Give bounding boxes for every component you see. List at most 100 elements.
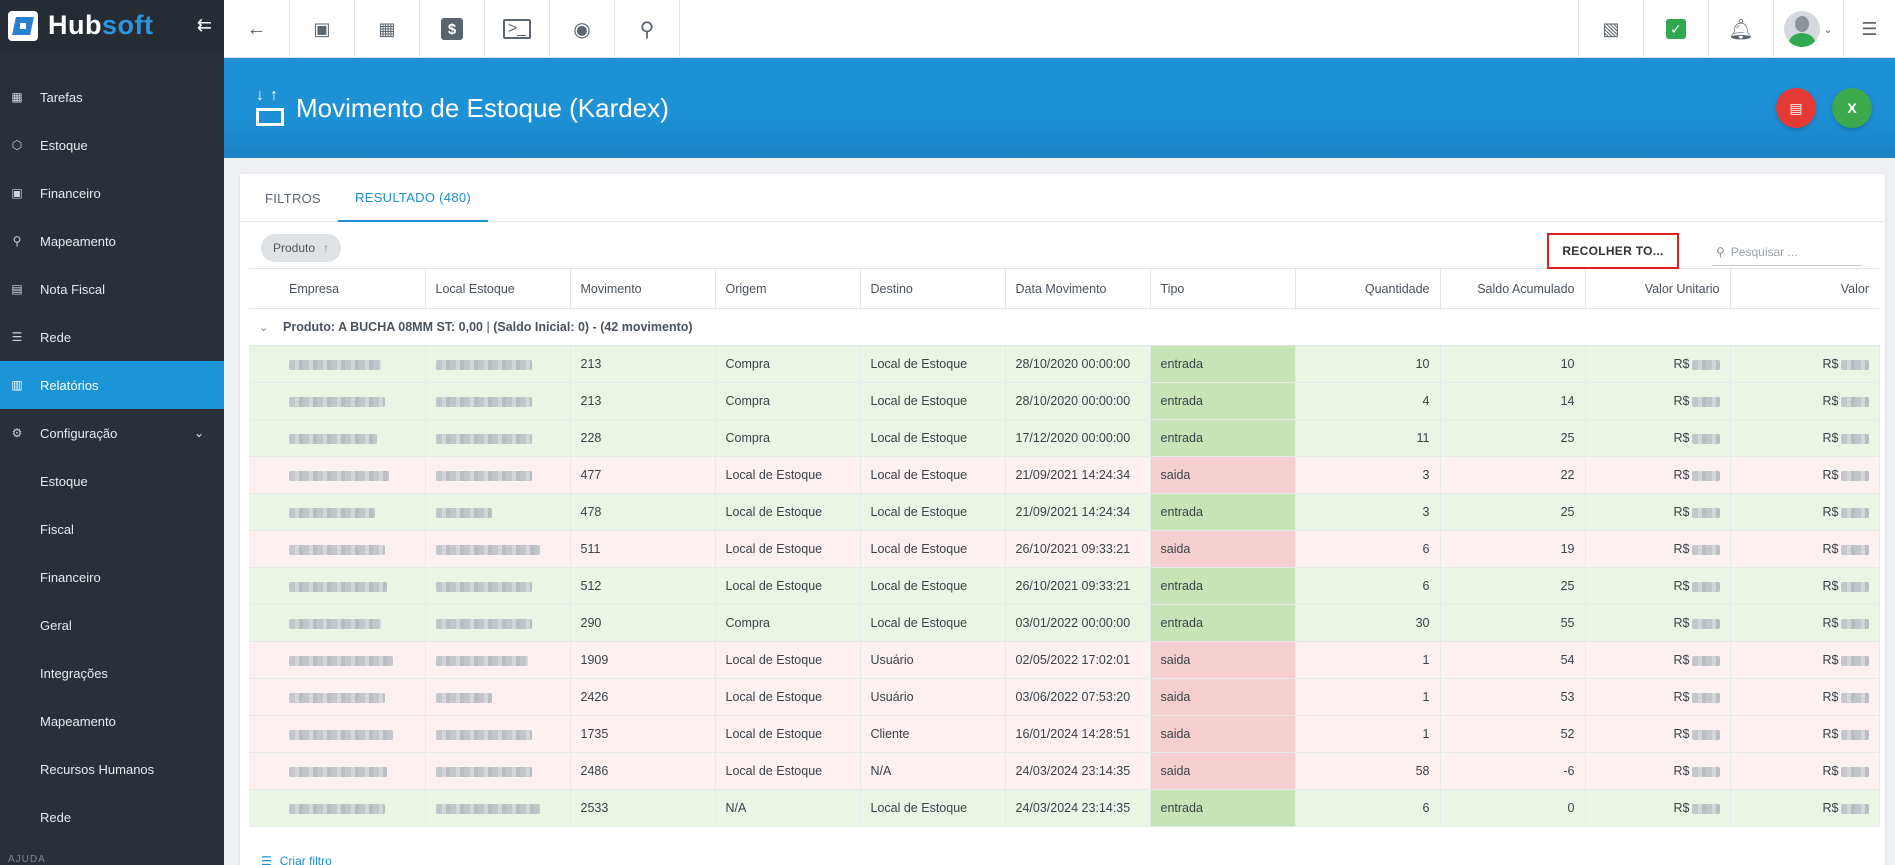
table-row[interactable]: 2426 Local de Estoque Usuário 03/06/2022 07…	[249, 678, 1880, 716]
col-valor-unitario[interactable]: Valor Unitario	[1585, 268, 1731, 309]
main-menu-button[interactable]: ☰	[1843, 0, 1895, 58]
col-origem[interactable]: Origem	[715, 268, 861, 309]
redacted-text	[1691, 729, 1720, 740]
sidebar-item-financeiro[interactable]: ▣ Financeiro	[0, 169, 224, 217]
chevron-down-icon[interactable]: ⌄	[259, 322, 269, 334]
terminal-button[interactable]: >_	[485, 0, 550, 58]
avatar	[1784, 11, 1821, 47]
search-box: ⚲	[1712, 238, 1862, 266]
cell-destino: Usuário	[860, 678, 1006, 716]
table-row[interactable]: 511 Local de Estoque Local de Estoque 26/10…	[249, 530, 1880, 568]
pdf-file-icon: ▧	[1602, 18, 1620, 39]
cell-local-estoque	[425, 382, 571, 420]
sidebar-item-relatorios[interactable]: ▥ Relatórios	[0, 361, 224, 409]
top-toolbar: ← ▣ ▦ $ >_ ◉ ⚲ ▧ ✓ 🔔︎ ⌄ ☰	[224, 0, 1895, 58]
col-tipo[interactable]: Tipo	[1150, 268, 1296, 309]
export-pdf-button[interactable]: ▤	[1776, 88, 1816, 128]
map-pin-icon: ⚲	[12, 234, 22, 248]
sidebar-item-tarefas[interactable]: ▦ Tarefas	[0, 73, 224, 121]
sidebar-section-label: AJUDA	[8, 854, 46, 865]
col-empresa[interactable]: Empresa	[249, 268, 426, 309]
contacts-button[interactable]: ▣	[290, 0, 355, 58]
cell-saldo-acumulado: 54	[1440, 641, 1586, 679]
cell-saldo-acumulado: 22	[1440, 456, 1586, 494]
tab-filtros[interactable]: FILTROS	[265, 190, 322, 206]
cell-valor-unitario: R$	[1585, 567, 1731, 605]
cell-movimento: 213	[570, 382, 716, 420]
cell-saldo-acumulado: 14	[1440, 382, 1586, 420]
tasks-check-button[interactable]: ✓	[1643, 0, 1708, 58]
tab-resultado[interactable]: RESULTADO (480)	[338, 174, 489, 222]
notifications-button[interactable]: 🔔︎	[1708, 0, 1773, 58]
sidebar-subitem-integracoes[interactable]: Integrações	[40, 665, 108, 681]
redacted-text	[1691, 803, 1720, 814]
cell-quantidade: 1	[1295, 678, 1441, 716]
sidebar-item-mapeamento[interactable]: ⚲ Mapeamento	[0, 217, 224, 265]
search-input[interactable]	[1730, 244, 1851, 259]
cell-empresa	[249, 604, 426, 642]
cell-destino: Local de Estoque	[860, 604, 1006, 642]
sidebar-subitem-geral[interactable]: Geral	[40, 617, 72, 633]
col-local-estoque[interactable]: Local Estoque	[425, 268, 571, 309]
cell-quantidade: 3	[1295, 456, 1441, 494]
tab-bar: FILTROS RESULTADO (480)	[240, 174, 1885, 222]
sidebar-subitem-estoque[interactable]: Estoque	[40, 473, 88, 489]
collapse-all-button[interactable]: RECOLHER TO...	[1547, 233, 1679, 269]
sidebar-item-rede[interactable]: ☰ Rede	[0, 313, 224, 361]
create-filter-link[interactable]: ☰ Criar filtro	[261, 854, 332, 865]
redacted-text	[435, 359, 532, 370]
table-row[interactable]: 478 Local de Estoque Local de Estoque 21/09…	[249, 493, 1880, 531]
redacted-text	[1840, 803, 1869, 814]
table-row[interactable]: 228 Compra Local de Estoque 17/12/2020 00:0…	[249, 419, 1880, 457]
cell-movimento: 1909	[570, 641, 716, 679]
sidebar-item-configuracao[interactable]: ⚙ Configuração ⌄	[0, 409, 224, 457]
table-row[interactable]: 213 Compra Local de Estoque 28/10/2020 00:0…	[249, 382, 1880, 420]
col-data-movimento[interactable]: Data Movimento	[1005, 268, 1151, 309]
sidebar-subitem-fiscal[interactable]: Fiscal	[40, 521, 74, 537]
sidebar-item-nota-fiscal[interactable]: ▤ Nota Fiscal	[0, 265, 224, 313]
pdf-docs-button[interactable]: ▧	[1578, 0, 1643, 58]
schedule-button[interactable]: ▦	[355, 0, 420, 58]
table-row[interactable]: 2533 N/A Local de Estoque 24/03/2024 23:14:…	[249, 789, 1880, 827]
col-destino[interactable]: Destino	[860, 268, 1006, 309]
collapse-sidebar-icon[interactable]: ⇇	[196, 15, 212, 35]
table-row[interactable]: 1909 Local de Estoque Usuário 02/05/2022 17…	[249, 641, 1880, 679]
user-menu-button[interactable]: ⌄	[1773, 0, 1843, 58]
col-valor[interactable]: Valor	[1730, 268, 1879, 309]
group-row[interactable]: ⌄ Produto: A BUCHA 08MM ST: 0,00 | (Saldo…	[249, 308, 1879, 346]
table-row[interactable]: 1735 Local de Estoque Cliente 16/01/2024 14…	[249, 715, 1880, 753]
sidebar-subitem-recursos-humanos[interactable]: Recursos Humanos	[40, 761, 155, 777]
back-button[interactable]: ←	[224, 0, 290, 58]
col-saldo-acumulado[interactable]: Saldo Acumulado	[1440, 268, 1586, 309]
results-toolbar: Produto ↑ RECOLHER TO... ⚲	[240, 222, 1885, 269]
table-row[interactable]: 477 Local de Estoque Local de Estoque 21/09…	[249, 456, 1880, 494]
cell-empresa	[249, 678, 426, 716]
cell-origem: Local de Estoque	[715, 641, 861, 679]
sidebar-subitem-financeiro[interactable]: Financeiro	[40, 569, 101, 585]
view-button[interactable]: ◉	[550, 0, 615, 58]
cell-data-movimento: 21/09/2021 14:24:34	[1005, 493, 1151, 531]
sidebar-subitem-mapeamento[interactable]: Mapeamento	[40, 713, 116, 729]
billing-button[interactable]: $	[420, 0, 485, 58]
redacted-text	[1691, 359, 1720, 370]
search-button[interactable]: ⚲	[615, 0, 680, 58]
redacted-text	[435, 729, 532, 740]
cell-tipo: saida	[1150, 530, 1296, 568]
export-excel-button[interactable]: X	[1832, 88, 1872, 128]
table-row[interactable]: 290 Compra Local de Estoque 03/01/2022 00:0…	[249, 604, 1880, 642]
table-row[interactable]: 512 Local de Estoque Local de Estoque 26/10…	[249, 567, 1880, 605]
chevron-down-icon: ⌄	[193, 426, 204, 440]
sidebar-subitem-rede[interactable]: Rede	[40, 809, 72, 825]
cell-quantidade: 58	[1295, 752, 1441, 790]
col-quantidade[interactable]: Quantidade	[1295, 268, 1441, 309]
redacted-text	[289, 544, 385, 555]
cell-valor-unitario: R$	[1585, 419, 1731, 457]
table-row[interactable]: 213 Compra Local de Estoque 28/10/2020 00:0…	[249, 345, 1880, 383]
cell-movimento: 2426	[570, 678, 716, 716]
col-movimento[interactable]: Movimento	[570, 268, 716, 309]
group-by-chip[interactable]: Produto ↑	[261, 234, 342, 262]
table-row[interactable]: 2486 Local de Estoque N/A 24/03/2024 23:14:…	[249, 752, 1880, 790]
redacted-text	[1840, 766, 1869, 777]
cell-saldo-acumulado: 53	[1440, 678, 1586, 716]
sidebar-item-estoque[interactable]: ⬡ Estoque	[0, 121, 224, 169]
